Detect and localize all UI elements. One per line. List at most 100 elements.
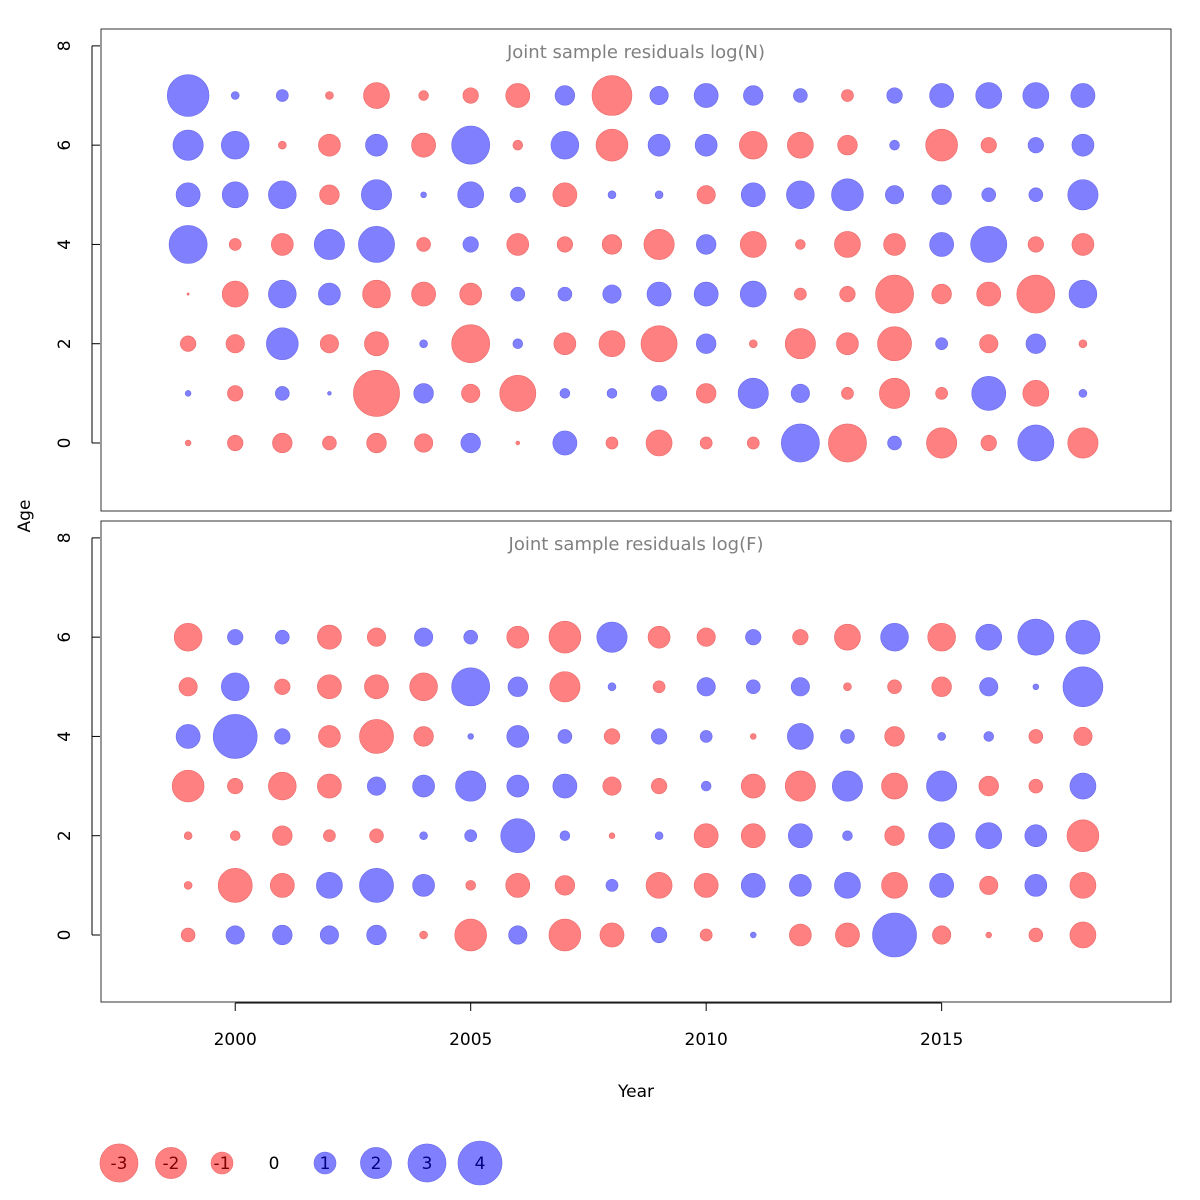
residual-bubble — [416, 237, 431, 252]
residual-bubble — [740, 182, 766, 208]
residual-bubble — [645, 872, 673, 899]
residual-bubble — [366, 924, 387, 946]
residual-bubble — [1067, 179, 1099, 211]
x-tick-label: 2000 — [214, 1030, 257, 1050]
residual-bubble — [699, 436, 713, 450]
residual-bubble — [841, 89, 854, 102]
residual-bubble — [171, 769, 205, 803]
residual-bubble — [694, 133, 718, 157]
residual-bubble — [319, 334, 339, 354]
x-axis-label: Year — [617, 1082, 654, 1102]
residual-bubble — [1022, 380, 1050, 407]
residual-bubble — [925, 128, 958, 162]
residual-bubble — [831, 178, 864, 212]
residual-bubble — [548, 620, 582, 654]
residual-bubble — [500, 818, 536, 854]
residual-bubble — [654, 190, 664, 200]
residual-bubble — [931, 676, 952, 697]
residual-bubble — [606, 388, 618, 399]
residual-bubble — [509, 186, 526, 203]
residual-bubble — [699, 928, 713, 942]
residual-bubble — [970, 226, 1008, 263]
residual-bubble — [929, 872, 954, 898]
residual-bubble — [1073, 726, 1093, 746]
residual-bubble — [319, 925, 339, 945]
legend-label: 1 — [320, 1154, 331, 1174]
residual-bubble — [650, 926, 668, 944]
residual-bubble — [879, 377, 911, 409]
residual-bubble — [875, 274, 914, 314]
residual-bubble — [650, 385, 668, 402]
residual-bubble — [230, 91, 240, 100]
residual-bubble — [834, 231, 861, 258]
residual-bubble — [173, 622, 203, 652]
x-tick-label: 2015 — [920, 1030, 963, 1050]
residual-bubble — [640, 325, 678, 363]
residual-bubble — [365, 133, 388, 157]
residual-bubble — [883, 233, 906, 256]
residual-bubble — [787, 723, 814, 750]
residual-bubble — [1071, 133, 1095, 157]
residual-bubble — [465, 880, 476, 891]
residual-bubble — [512, 139, 524, 151]
residual-bubble — [696, 185, 716, 205]
residual-bubble — [184, 439, 192, 447]
legend-bubble — [99, 1143, 139, 1183]
y-tick-label: 0 — [55, 930, 75, 941]
residual-bubble — [787, 131, 814, 159]
residual-bubble — [792, 629, 809, 646]
residual-bubble — [607, 682, 617, 692]
residual-bubble — [645, 429, 673, 457]
residual-bubble — [975, 822, 1003, 850]
panel-title: Joint sample residuals log(F) — [508, 534, 764, 555]
residual-bubble — [740, 773, 766, 799]
y-tick-label: 0 — [55, 438, 75, 449]
residual-bubble — [275, 629, 290, 645]
residual-bubble — [979, 677, 999, 697]
residual-bubble — [272, 432, 293, 454]
residual-bubble — [843, 682, 852, 692]
residual-bubble — [980, 137, 997, 154]
residual-bubble — [318, 725, 341, 748]
residual-bubble — [463, 629, 478, 645]
residual-bubble — [508, 925, 528, 945]
residual-bubble — [743, 85, 764, 106]
residual-bubble — [931, 283, 952, 305]
residual-bubble — [363, 82, 390, 109]
residual-bubble — [318, 133, 341, 157]
residual-bubble — [927, 622, 956, 652]
residual-bubble — [1070, 83, 1096, 108]
residual-bubble — [647, 625, 671, 649]
residual-bubble — [180, 335, 197, 352]
residual-bubble — [327, 391, 332, 396]
residual-bubble — [1066, 819, 1100, 852]
legend-bubble — [457, 1140, 503, 1186]
residual-bubble — [840, 729, 855, 744]
residual-bubble — [795, 239, 806, 250]
residual-bubble — [323, 829, 336, 843]
residual-bubble — [366, 432, 387, 454]
residual-bubble — [935, 387, 948, 400]
residual-bubble — [1028, 187, 1044, 203]
legend-bubble — [360, 1147, 392, 1179]
y-axis-label: Age — [15, 500, 35, 533]
residual-bubble — [881, 872, 908, 899]
residual-bubble — [454, 918, 487, 952]
residual-bubble — [316, 872, 343, 899]
residual-bubble — [591, 75, 633, 116]
residual-bubble — [828, 423, 867, 463]
residual-bubble — [1017, 424, 1055, 462]
residual-bubble — [602, 284, 622, 304]
residual-bubble — [362, 279, 391, 309]
residual-bubble — [985, 931, 992, 939]
residual-bubble — [935, 337, 948, 351]
residual-bubble — [275, 386, 290, 401]
residual-bubble — [317, 773, 342, 799]
residual-bubble — [884, 726, 905, 747]
residual-bubble — [601, 234, 623, 255]
residual-bubble — [739, 130, 768, 160]
residual-bubble — [507, 676, 528, 697]
legend-label: 4 — [475, 1154, 486, 1174]
residual-bubble — [749, 339, 758, 348]
residual-bubble — [451, 324, 491, 364]
